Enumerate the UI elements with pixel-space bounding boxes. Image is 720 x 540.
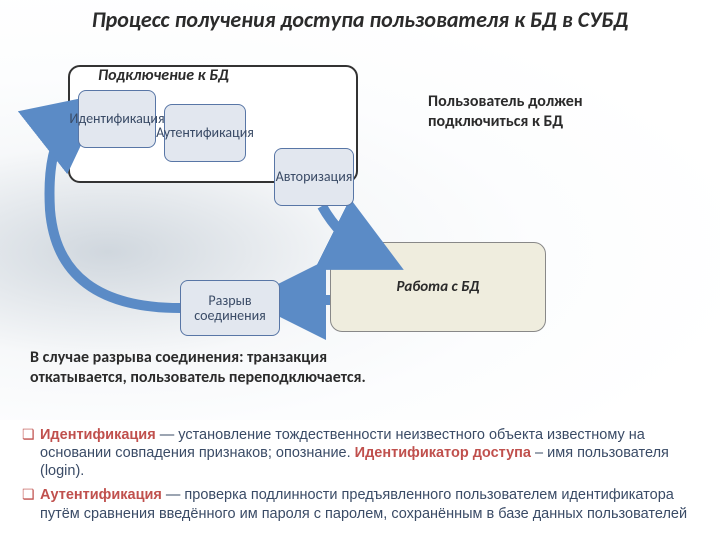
connect-box-label: Подключение к БД	[98, 66, 229, 85]
bullet-term: Аутентификация	[40, 487, 162, 503]
bullet-item: ❏ Идентификация — установление тождестве…	[22, 426, 698, 480]
definitions: ❏ Идентификация — установление тождестве…	[0, 420, 720, 540]
side-text-right: Пользователь должен подключиться к БД	[428, 92, 658, 132]
bullet-marker: ❏	[22, 426, 40, 480]
side-text-bottom: В случае разрыва соединения: транзакция …	[30, 348, 400, 388]
bullet-text: Идентификация — установление тождественн…	[40, 426, 698, 480]
node-ident: Идентификация	[78, 90, 156, 148]
page-title: Процесс получения доступа пользователя к…	[0, 6, 720, 33]
node-authz: Авторизация	[274, 148, 354, 206]
bullet-term: Идентификация	[40, 427, 156, 443]
node-auth: Аутентификация	[164, 104, 246, 162]
bullet-marker: ❏	[22, 486, 40, 522]
bullet-item: ❏ Аутентификация — проверка подлинности …	[22, 486, 698, 522]
node-work: Работа с БД	[330, 242, 546, 332]
bullet-term-2: Идентификатор доступа	[355, 445, 531, 461]
bullet-text: Аутентификация — проверка подлинности пр…	[40, 486, 698, 522]
node-break: Разрыв соединения	[180, 280, 280, 336]
